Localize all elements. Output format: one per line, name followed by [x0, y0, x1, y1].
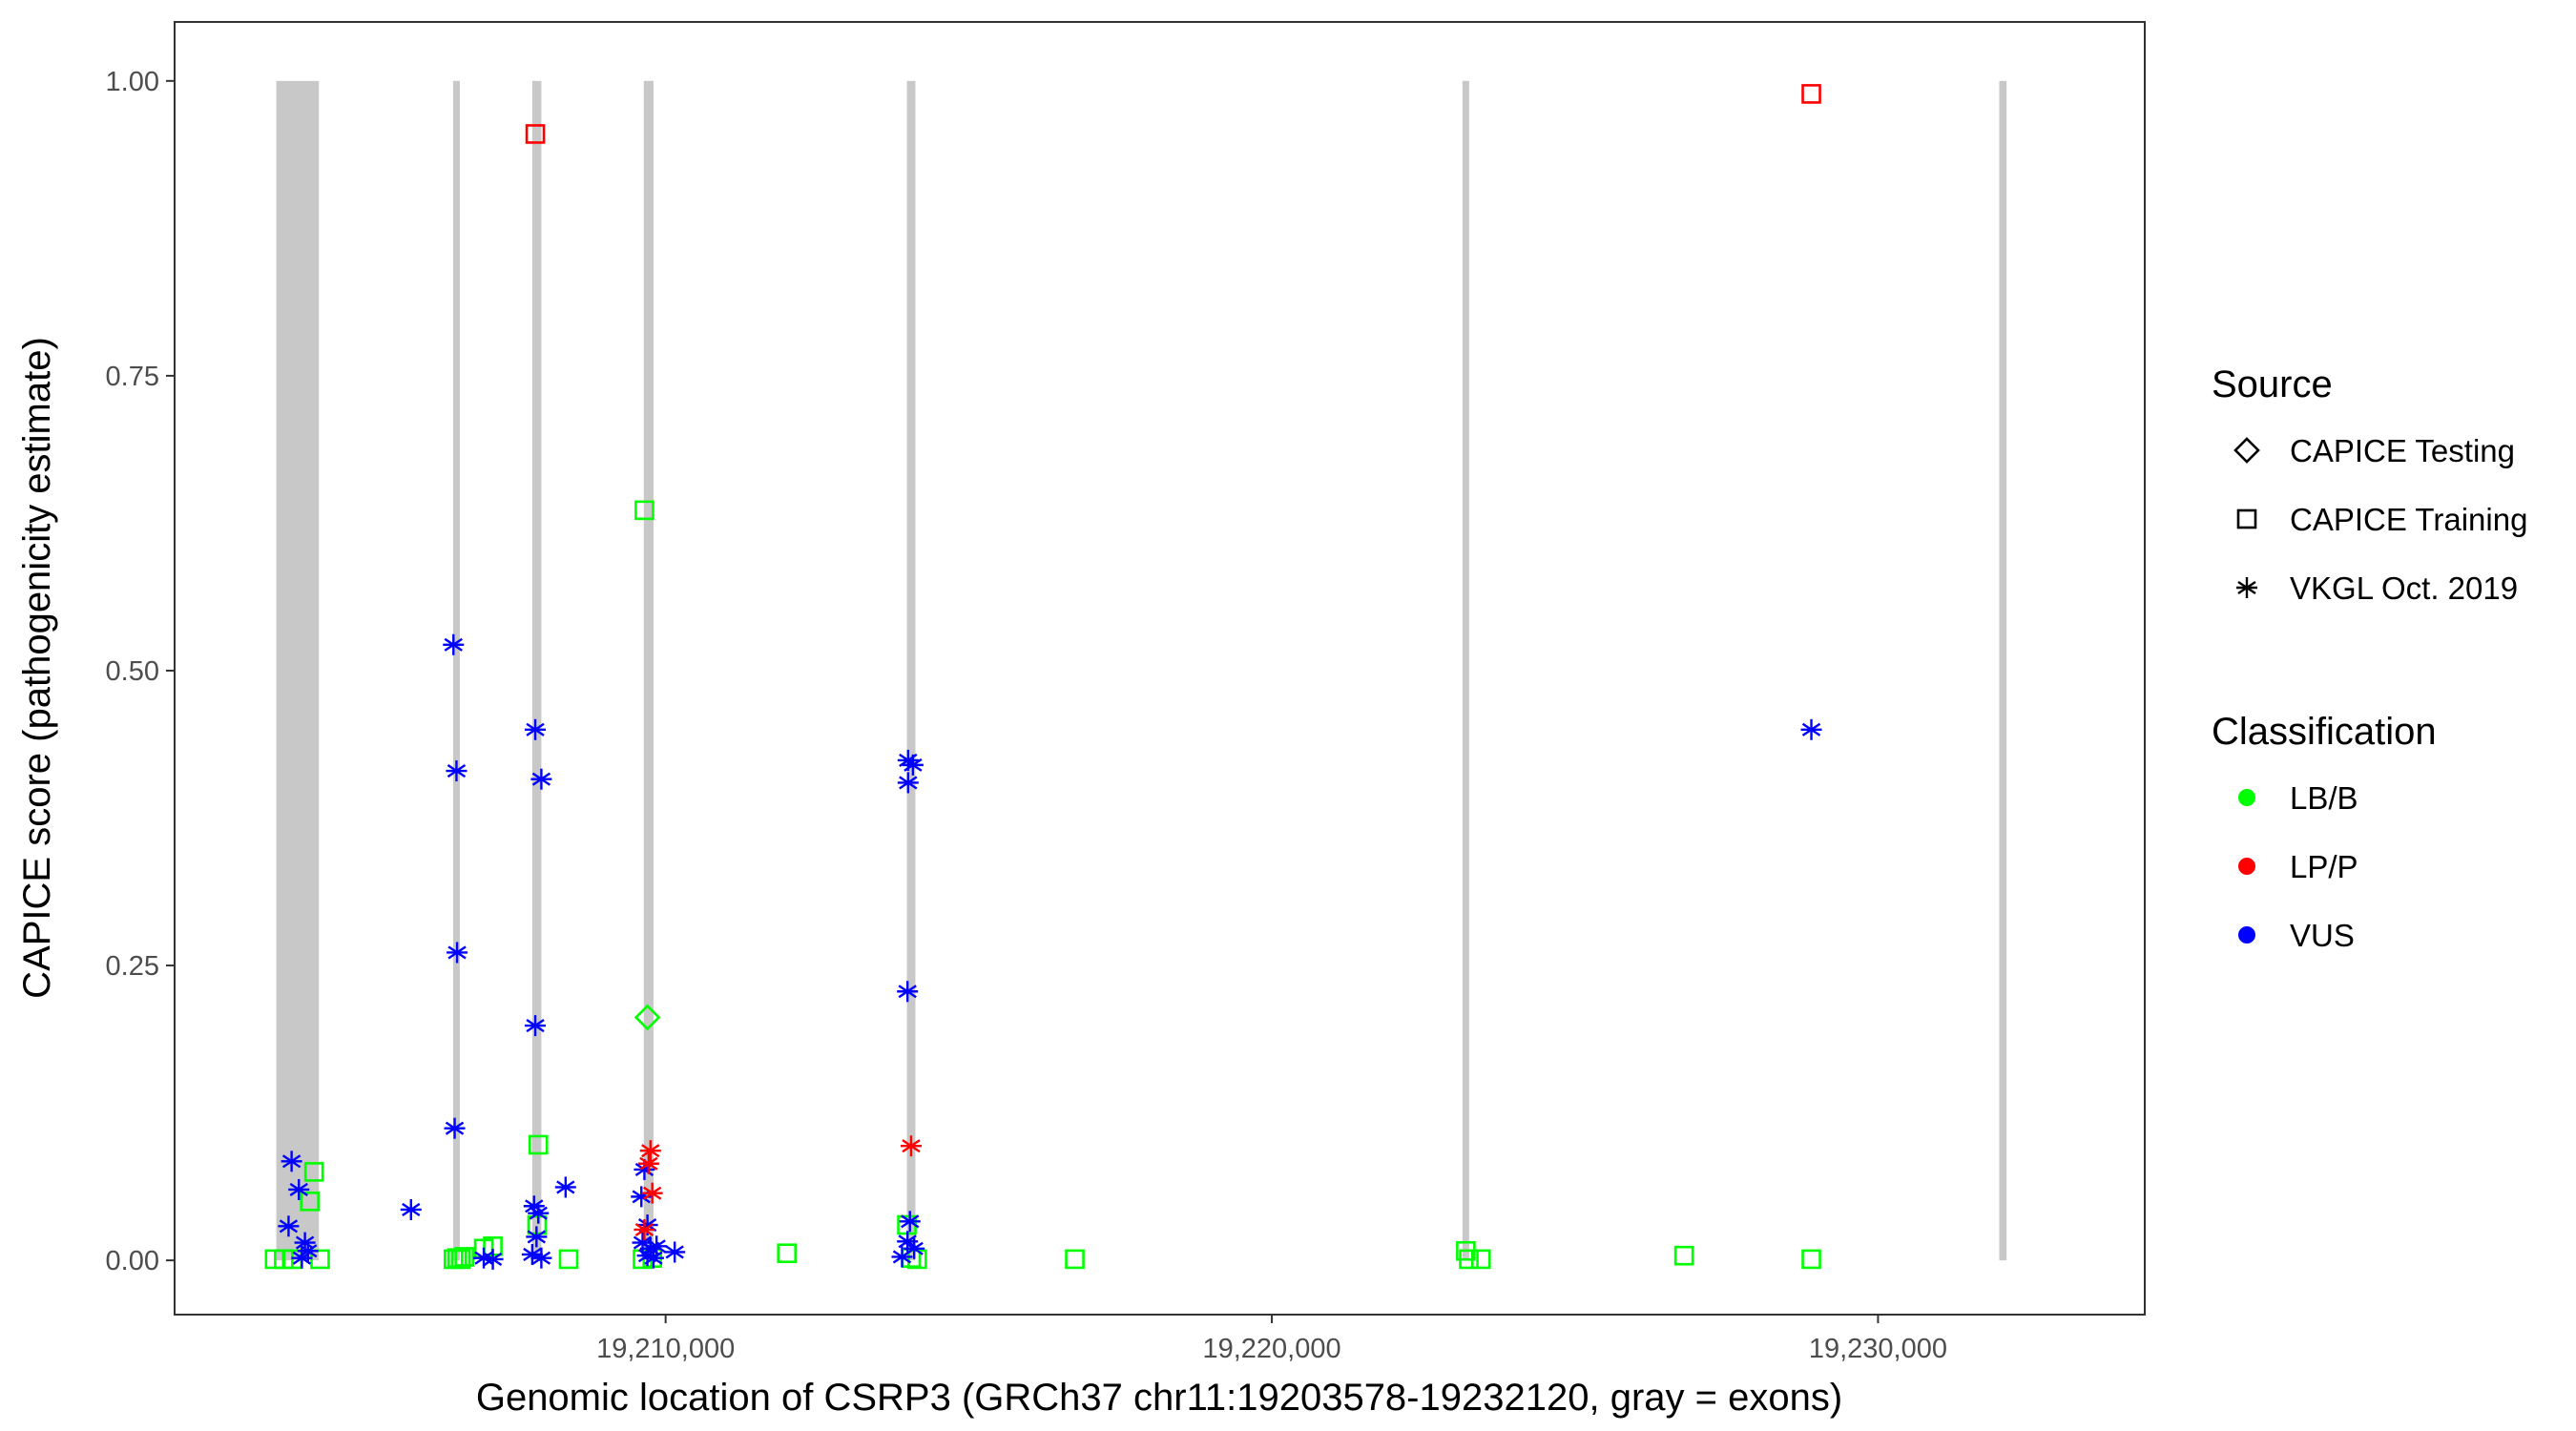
square-point	[1673, 1245, 1694, 1266]
asterisk-point	[278, 1215, 300, 1237]
asterisk-point	[446, 760, 467, 782]
square-point	[777, 1243, 798, 1264]
asterisk-point	[294, 1232, 316, 1254]
y-tick-label: 0.50	[106, 656, 159, 687]
asterisk-point	[525, 1015, 547, 1037]
asterisk-point	[1800, 718, 1822, 740]
legend-class-label: VUS	[2290, 918, 2355, 953]
asterisk-point	[897, 981, 919, 1003]
asterisk-point	[530, 768, 552, 790]
square-point	[1470, 1249, 1491, 1270]
square-point	[454, 1247, 475, 1267]
exon-band	[906, 80, 916, 1261]
legend-key-asterisk	[2236, 577, 2257, 598]
asterisk-point	[904, 1237, 925, 1259]
exon-band	[276, 80, 320, 1261]
y-tick-label: 1.00	[106, 67, 159, 97]
legend-key-dot	[2238, 858, 2255, 875]
plot-panel-border	[174, 21, 2146, 1316]
asterisk-point	[528, 1202, 550, 1224]
square-point	[558, 1249, 579, 1270]
legend-source-label: CAPICE Training	[2290, 502, 2527, 537]
square-point	[1459, 1249, 1479, 1270]
asterisk-point	[646, 1235, 668, 1257]
x-tick-label: 19,230,000	[1809, 1334, 1947, 1364]
asterisk-point	[899, 1211, 921, 1233]
square-point	[1065, 1249, 1085, 1270]
asterisk-point	[642, 1247, 664, 1269]
legend-key-diamond	[2233, 437, 2260, 464]
legend-key-dot	[2238, 926, 2255, 944]
legend-class-label: LB/B	[2290, 780, 2358, 816]
asterisk-point	[637, 1152, 659, 1174]
legend-source-label: CAPICE Testing	[2290, 433, 2515, 468]
square-point	[1801, 84, 1821, 104]
diamond-point	[634, 1004, 661, 1031]
square-point	[450, 1249, 471, 1270]
asterisk-point	[288, 1178, 310, 1200]
square-point	[528, 1134, 549, 1155]
square-point	[303, 1162, 324, 1182]
x-axis-title: Genomic location of CSRP3 (GRCh37 chr11:…	[476, 1377, 1842, 1419]
asterisk-point	[525, 718, 547, 740]
y-axis-title: CAPICE score (pathogenicity estimate)	[16, 337, 58, 999]
legend-class-label: LP/P	[2290, 849, 2358, 884]
asterisk-point	[900, 1135, 922, 1157]
square-point	[634, 500, 654, 521]
square-point	[300, 1192, 320, 1212]
asterisk-point	[902, 754, 924, 776]
y-tick-label: 0.00	[106, 1246, 159, 1276]
exon-band	[1999, 80, 2007, 1261]
exon-band	[452, 80, 460, 1261]
x-tick-label: 19,210,000	[596, 1334, 735, 1364]
asterisk-point	[634, 1218, 655, 1240]
y-tick-label: 0.75	[106, 362, 159, 392]
y-tick-label: 0.25	[106, 951, 159, 982]
square-point	[310, 1249, 330, 1270]
asterisk-point	[443, 633, 465, 655]
legend: Source CAPICE Testing CAPICE Training VKGL …	[2212, 363, 2527, 953]
y-axis: 0.00 0.25 0.50 0.75 1.00	[106, 67, 175, 1276]
legend-source-title: Source	[2212, 363, 2333, 405]
asterisk-point	[400, 1198, 422, 1220]
exon-band	[1462, 80, 1469, 1261]
asterisk-point	[554, 1176, 576, 1198]
square-point	[1801, 1249, 1821, 1270]
asterisk-point	[664, 1241, 686, 1263]
asterisk-point	[447, 942, 468, 964]
asterisk-point	[444, 1117, 466, 1139]
legend-source-label: VKGL Oct. 2019	[2290, 570, 2518, 606]
legend-key-square	[2236, 508, 2257, 529]
asterisk-point	[897, 772, 919, 794]
data-points	[264, 84, 1822, 1270]
asterisk-point	[530, 1247, 552, 1269]
asterisk-point	[526, 1226, 548, 1248]
asterisk-point	[641, 1182, 663, 1204]
x-axis: 19,210,000 19,220,000 19,230,000	[596, 1315, 1947, 1364]
square-point	[525, 124, 546, 144]
x-tick-label: 19,220,000	[1202, 1334, 1340, 1364]
asterisk-point	[291, 1247, 313, 1269]
legend-key-dot	[2238, 789, 2255, 806]
asterisk-point	[639, 1140, 661, 1162]
exon-band	[643, 80, 654, 1261]
asterisk-point	[280, 1151, 302, 1172]
exon-band	[531, 80, 542, 1261]
asterisk-point	[891, 1246, 913, 1268]
legend-class-title: Classification	[2212, 711, 2437, 753]
asterisk-point	[482, 1248, 504, 1270]
exon-bands	[276, 80, 2007, 1261]
